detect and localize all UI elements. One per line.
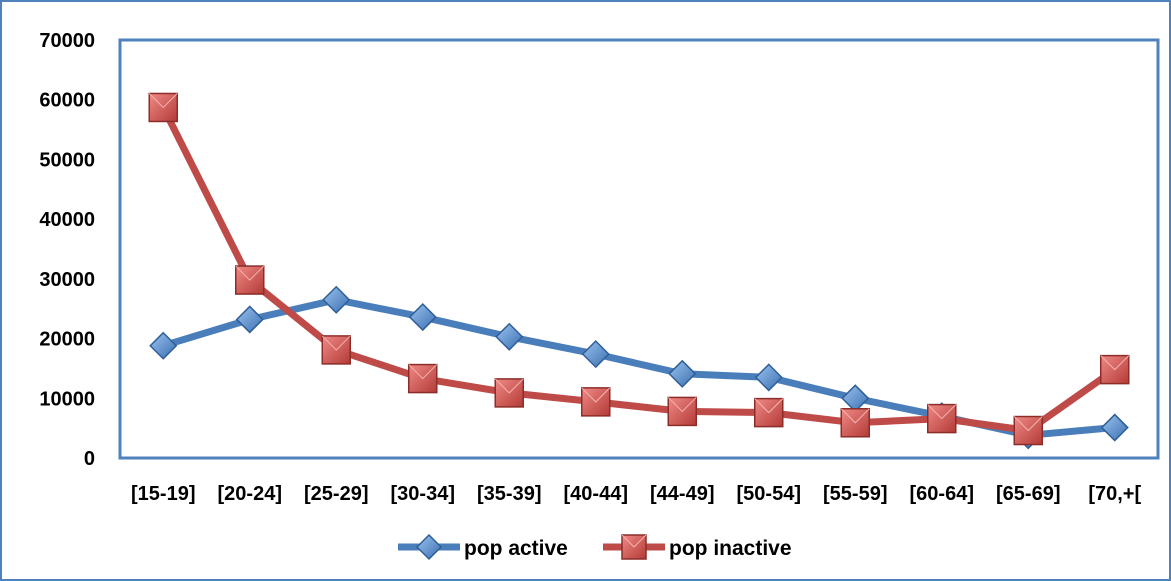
data-point-pop-inactive bbox=[1100, 354, 1130, 385]
data-point-pop-inactive-highlight bbox=[494, 378, 524, 394]
plot-area-frame bbox=[118, 38, 1160, 460]
data-point-pop-inactive-highlight bbox=[1100, 355, 1130, 371]
data-point-pop-active bbox=[235, 305, 264, 334]
y-tick-label: 20000 bbox=[39, 329, 95, 351]
data-point-pop-inactive bbox=[927, 403, 957, 434]
data-point-pop-active bbox=[1100, 413, 1129, 442]
data-point-pop-inactive bbox=[581, 387, 611, 417]
y-tick-label: 30000 bbox=[39, 269, 95, 291]
y-tick-label: 40000 bbox=[39, 209, 95, 231]
series-layer bbox=[148, 92, 1130, 450]
data-point-pop-inactive-highlight bbox=[754, 398, 784, 414]
legend-label: pop active bbox=[464, 537, 568, 560]
data-point-pop-inactive bbox=[754, 397, 784, 428]
legend-marker-highlight bbox=[621, 534, 647, 548]
data-point-pop-inactive bbox=[840, 408, 870, 438]
x-tick-label: [70,+[ bbox=[1088, 483, 1141, 505]
data-point-pop-active bbox=[581, 340, 610, 369]
data-point-pop-inactive bbox=[1013, 415, 1043, 446]
data-point-pop-inactive bbox=[235, 265, 265, 295]
x-tick-label: [60-64] bbox=[910, 483, 974, 505]
data-point-pop-inactive bbox=[408, 363, 438, 394]
x-tick-label: [30-34] bbox=[391, 483, 455, 505]
series-line-pop-inactive bbox=[159, 104, 1119, 434]
data-point-pop-inactive bbox=[148, 92, 178, 123]
x-tick-label: [65-69] bbox=[996, 483, 1060, 505]
legend-marker bbox=[415, 533, 443, 561]
x-tick-label: [25-29] bbox=[304, 483, 368, 505]
data-point-pop-inactive-highlight bbox=[408, 364, 438, 380]
x-tick-label: [50-54] bbox=[737, 483, 801, 505]
x-tick-label: [55-59] bbox=[823, 483, 887, 505]
x-tick-label: [20-24] bbox=[218, 483, 282, 505]
x-tick-label: [15-19] bbox=[131, 483, 195, 505]
data-point-pop-inactive-highlight bbox=[927, 404, 957, 420]
y-tick-label: 10000 bbox=[39, 388, 95, 410]
data-point-pop-inactive-highlight bbox=[667, 397, 697, 413]
data-point-pop-inactive-highlight bbox=[235, 265, 265, 281]
x-tick-label: [35-39] bbox=[477, 483, 541, 505]
y-tick-label: 0 bbox=[84, 448, 95, 470]
x-axis: [15-19] [20-24] [25-29] [30-34] [35-39] [40-4… bbox=[131, 483, 1141, 505]
data-point-pop-active bbox=[495, 322, 524, 351]
data-point-pop-active bbox=[322, 285, 351, 314]
series-line-pop-active bbox=[159, 296, 1119, 439]
y-tick-label: 60000 bbox=[39, 90, 95, 112]
x-tick-label: [44-49] bbox=[650, 483, 714, 505]
legend: pop active pop inactive bbox=[398, 533, 792, 561]
x-tick-label: [40-44] bbox=[564, 483, 628, 505]
data-point-pop-inactive bbox=[667, 396, 697, 427]
legend-label: pop inactive bbox=[669, 537, 792, 560]
data-point-pop-inactive-highlight bbox=[1013, 416, 1043, 432]
y-tick-label: 50000 bbox=[39, 149, 95, 171]
data-point-pop-inactive-highlight bbox=[581, 387, 611, 403]
data-point-pop-active bbox=[668, 359, 697, 388]
data-point-pop-active bbox=[754, 363, 783, 392]
data-point-pop-active bbox=[149, 331, 178, 360]
data-point-pop-inactive bbox=[321, 335, 351, 365]
data-point-pop-inactive-highlight bbox=[321, 335, 351, 351]
legend-marker bbox=[621, 534, 647, 560]
data-point-pop-inactive-highlight bbox=[148, 93, 178, 109]
data-point-pop-active bbox=[408, 303, 437, 332]
data-point-pop-active bbox=[841, 384, 870, 413]
data-point-pop-inactive bbox=[494, 378, 524, 408]
y-axis: 0 10000 20000 30000 40000 50000 60000 70000 bbox=[39, 30, 95, 470]
y-tick-label: 70000 bbox=[39, 30, 95, 52]
data-point-pop-inactive-highlight bbox=[840, 408, 870, 424]
